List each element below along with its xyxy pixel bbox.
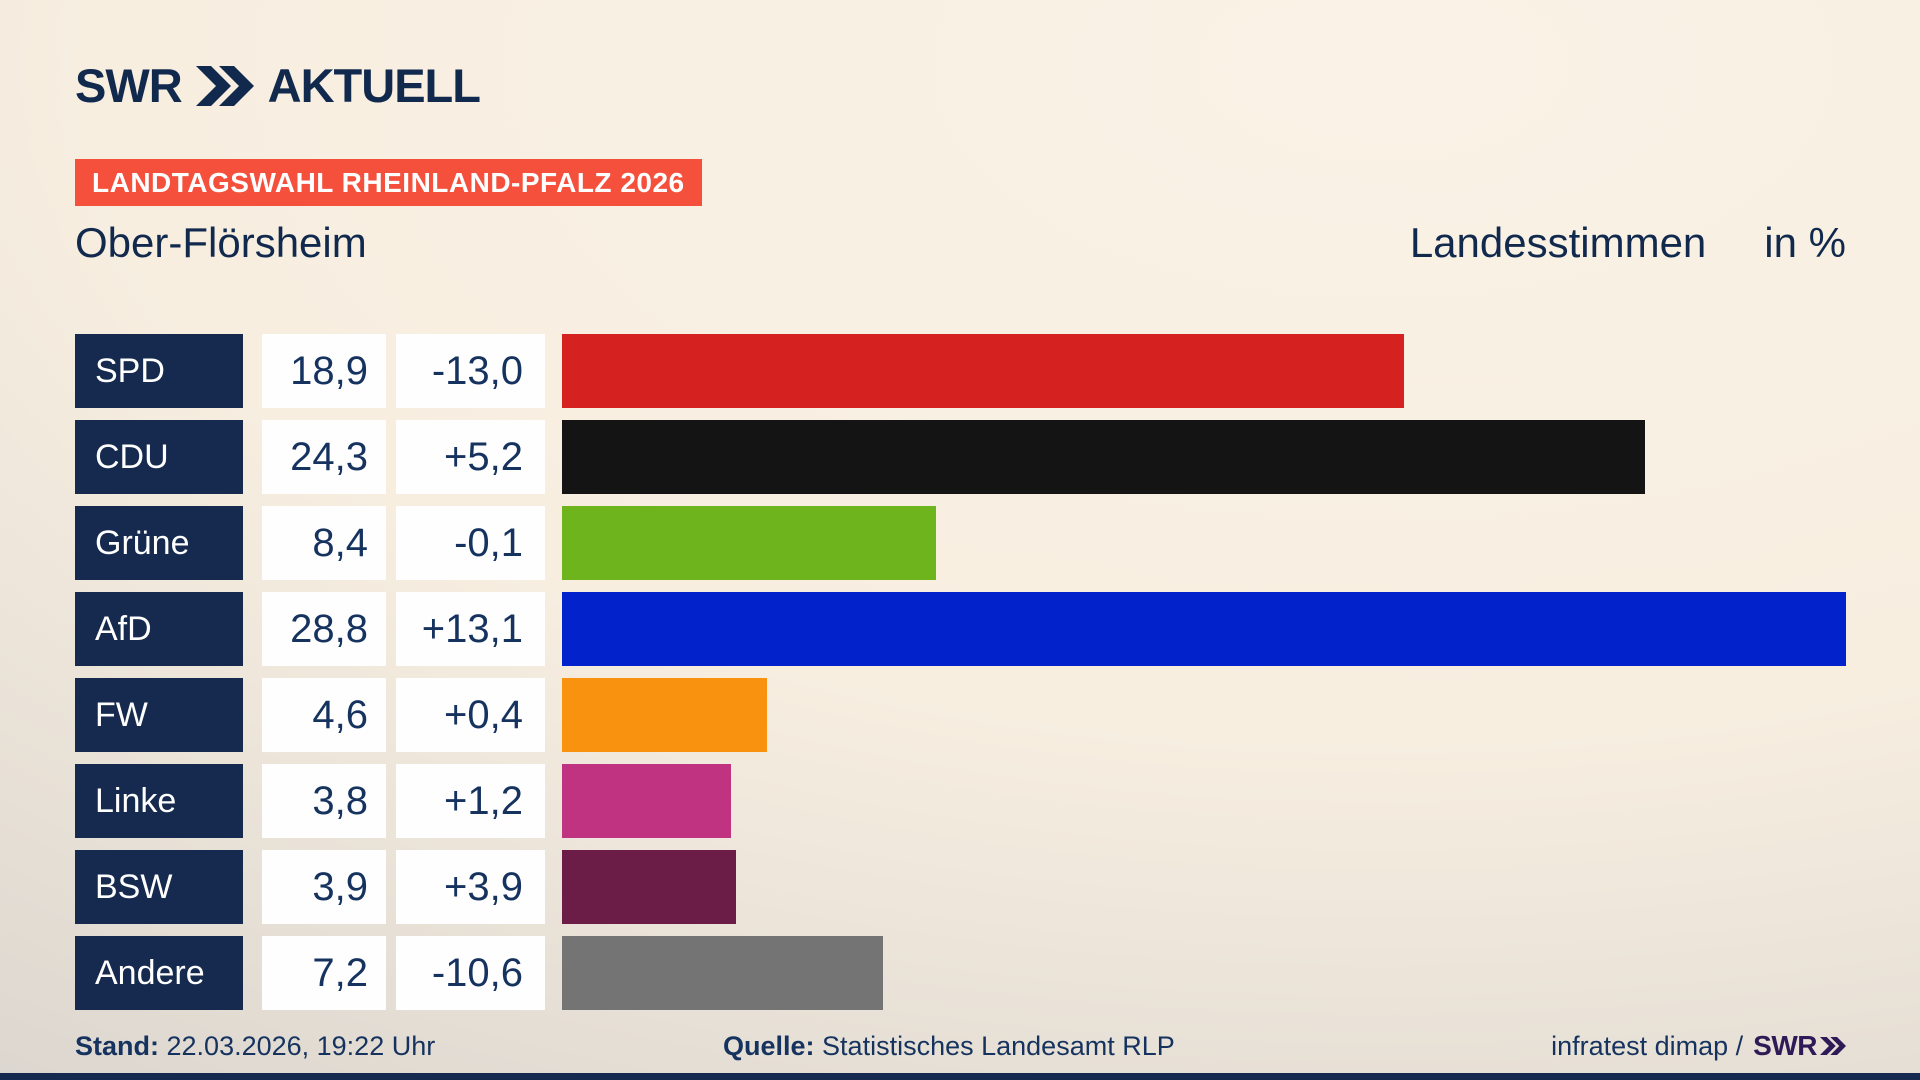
source-info: Quelle: Statistisches Landesamt RLP (723, 1026, 1175, 1066)
credit-text: infratest dimap / (1551, 1031, 1744, 1061)
title-row: Ober-Flörsheim Landesstimmen in % (75, 218, 1846, 268)
chart-row: SPD 18,9 -13,0 (75, 334, 1846, 408)
chart-row: Linke 3,8 +1,2 (75, 764, 1846, 838)
swr-chevron-icon (195, 65, 254, 106)
unit-label: in % (1764, 219, 1846, 266)
credit-swr-text: SWR (1753, 1030, 1817, 1061)
party-label: SPD (75, 334, 243, 408)
diff-cell: +1,2 (396, 764, 545, 838)
value-cell: 7,2 (262, 936, 386, 1010)
stand-value: 22.03.2026, 19:22 Uhr (166, 1031, 436, 1061)
value-bar (562, 678, 767, 752)
measure-label: Landesstimmen (1409, 219, 1707, 266)
party-label: AfD (75, 592, 243, 666)
diff-cell: -10,6 (396, 936, 545, 1010)
value-bar (562, 506, 936, 580)
aktuell-logo-text: AKTUELL (267, 59, 481, 112)
diff-cell: -13,0 (396, 334, 545, 408)
party-label: FW (75, 678, 243, 752)
party-label: BSW (75, 850, 243, 924)
measure-title: Landesstimmen in % (1410, 218, 1846, 268)
chart-row: Andere 7,2 -10,6 (75, 936, 1846, 1010)
election-badge: LANDTAGSWAHL RHEINLAND-PFALZ 2026 (75, 159, 702, 206)
chart-row: Grüne 8,4 -0,1 (75, 506, 1846, 580)
diff-cell: +0,4 (396, 678, 545, 752)
diff-cell: +3,9 (396, 850, 545, 924)
diff-cell: +5,2 (396, 420, 545, 494)
party-label: Andere (75, 936, 243, 1010)
municipality-title: Ober-Flörsheim (75, 219, 367, 266)
bottom-edge-bar (0, 1073, 1920, 1080)
value-cell: 3,9 (262, 850, 386, 924)
stand-info: Stand: 22.03.2026, 19:22 Uhr (75, 1026, 435, 1066)
value-cell: 8,4 (262, 506, 386, 580)
party-label: Linke (75, 764, 243, 838)
value-cell: 3,8 (262, 764, 386, 838)
value-bar (562, 592, 1846, 666)
footer: Stand: 22.03.2026, 19:22 Uhr Quelle: Sta… (0, 1026, 1920, 1066)
diff-cell: -0,1 (396, 506, 545, 580)
swr-chevron-small-icon (1820, 1026, 1846, 1066)
chart-row: AfD 28,8 +13,1 (75, 592, 1846, 666)
value-cell: 18,9 (262, 334, 386, 408)
value-cell: 28,8 (262, 592, 386, 666)
value-cell: 4,6 (262, 678, 386, 752)
party-label: CDU (75, 420, 243, 494)
value-bar (562, 936, 883, 1010)
party-label: Grüne (75, 506, 243, 580)
value-bar (562, 334, 1404, 408)
credit-swr-brand: SWR (1753, 1026, 1846, 1066)
swr-logo-text: SWR (75, 59, 183, 112)
chart-row: FW 4,6 +0,4 (75, 678, 1846, 752)
value-bar (562, 850, 736, 924)
stand-label: Stand: (75, 1031, 159, 1061)
diff-cell: +13,1 (396, 592, 545, 666)
source-label: Quelle: (723, 1031, 815, 1061)
value-cell: 24,3 (262, 420, 386, 494)
chart-row: CDU 24,3 +5,2 (75, 420, 1846, 494)
credit-info: infratest dimap / SWR (1551, 1026, 1846, 1066)
swr-aktuell-logo: SWR AKTUELL (75, 59, 481, 112)
chart-row: BSW 3,9 +3,9 (75, 850, 1846, 924)
value-bar (562, 764, 731, 838)
source-value: Statistisches Landesamt RLP (822, 1031, 1175, 1061)
value-bar (562, 420, 1645, 494)
bar-chart: SPD 18,9 -13,0 CDU 24,3 +5,2 Grüne 8,4 -… (75, 334, 1846, 1022)
